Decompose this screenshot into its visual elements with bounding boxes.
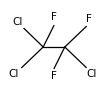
Text: F: F xyxy=(51,12,57,22)
Text: F: F xyxy=(86,14,91,24)
Text: Cl: Cl xyxy=(87,69,97,79)
Text: F: F xyxy=(51,71,57,81)
Text: Cl: Cl xyxy=(9,69,19,79)
Text: Cl: Cl xyxy=(12,17,22,27)
